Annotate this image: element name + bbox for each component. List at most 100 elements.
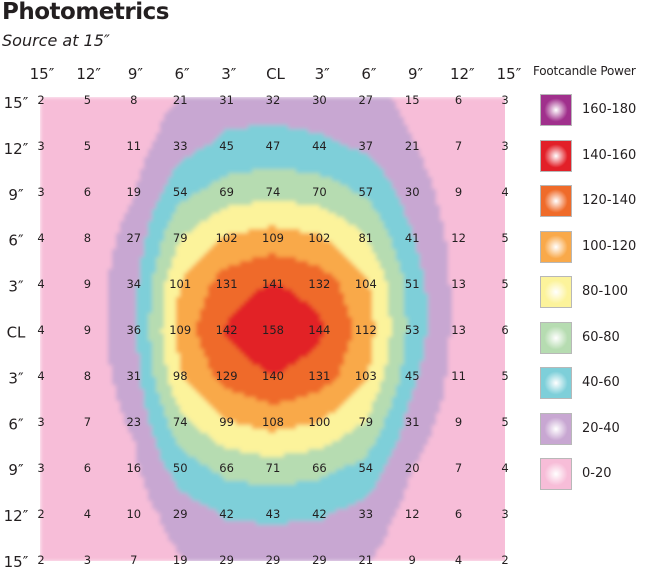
x-tick-label: CL xyxy=(266,65,285,83)
legend-item: 140-160 xyxy=(540,139,648,176)
cell-value: 29 xyxy=(173,507,188,521)
y-tick-label: 6″ xyxy=(8,415,24,433)
legend-item: 80-100 xyxy=(540,276,648,312)
y-tick-label: 12″ xyxy=(4,140,29,158)
cell-value: 4 xyxy=(37,369,44,383)
cell-value: 5 xyxy=(501,277,508,291)
cell-value: 71 xyxy=(266,461,281,475)
cell-value: 6 xyxy=(84,461,91,475)
y-tick-label: 15″ xyxy=(4,94,29,112)
cell-value: 7 xyxy=(130,553,137,567)
legend-item: 160-180 xyxy=(540,94,648,130)
chart-subtitle: Source at 15″ xyxy=(2,31,110,50)
legend-swatch xyxy=(540,94,572,126)
cell-value: 9 xyxy=(409,553,416,567)
legend-label: 0-20 xyxy=(582,466,612,481)
cell-value: 21 xyxy=(173,93,188,107)
cell-value: 12 xyxy=(405,507,420,521)
legend-title: Footcandle Power xyxy=(533,64,636,78)
legend-label: 160-180 xyxy=(582,102,637,117)
cell-value: 33 xyxy=(173,139,188,153)
cell-value: 51 xyxy=(405,277,420,291)
cell-value: 4 xyxy=(37,231,44,245)
cell-value: 98 xyxy=(173,369,188,383)
cell-value: 13 xyxy=(451,323,466,337)
y-tick-label: CL xyxy=(7,324,26,342)
legend-label: 20-40 xyxy=(582,420,620,436)
cell-value: 30 xyxy=(312,93,327,107)
x-tick-label: 6″ xyxy=(361,65,377,83)
cell-value: 112 xyxy=(355,323,377,337)
cell-value: 4 xyxy=(501,185,508,199)
cell-value: 9 xyxy=(455,185,462,199)
x-tick-label: 3″ xyxy=(221,65,237,83)
cell-value: 29 xyxy=(219,553,234,567)
legend-label: 140-160 xyxy=(582,147,637,163)
cell-value: 66 xyxy=(312,461,327,475)
cell-value: 2 xyxy=(37,553,44,567)
cell-value: 13 xyxy=(451,277,466,291)
x-tick-label: 12″ xyxy=(450,65,475,83)
cell-value: 69 xyxy=(219,185,234,199)
cell-value: 74 xyxy=(173,415,188,429)
legend-swatch xyxy=(540,321,572,354)
cell-value: 16 xyxy=(126,461,141,475)
legend-item: 100-120 xyxy=(540,230,648,267)
cell-value: 4 xyxy=(501,461,508,475)
cell-value: 12 xyxy=(451,231,466,245)
cell-value: 30 xyxy=(405,185,420,199)
cell-value: 20 xyxy=(405,461,420,475)
legend-label: 80-100 xyxy=(582,284,629,299)
cell-value: 144 xyxy=(308,323,330,337)
x-tick-label: 15″ xyxy=(30,65,55,83)
cell-value: 132 xyxy=(308,277,330,291)
y-tick-label: 3″ xyxy=(8,369,24,387)
x-tick-label: 15″ xyxy=(497,65,522,83)
chart-title: Photometrics xyxy=(2,0,169,25)
legend-label: 40-60 xyxy=(582,375,620,390)
cell-value: 23 xyxy=(126,415,141,429)
y-tick-label: 15″ xyxy=(4,553,29,570)
x-tick-label: 9″ xyxy=(128,65,144,83)
cell-value: 131 xyxy=(216,277,238,291)
cell-value: 66 xyxy=(219,461,234,475)
cell-value: 2 xyxy=(501,553,508,567)
cell-value: 27 xyxy=(358,93,373,107)
cell-value: 2 xyxy=(37,507,44,521)
cell-value: 45 xyxy=(219,139,234,153)
cell-value: 11 xyxy=(451,369,466,383)
contour-field xyxy=(40,97,505,561)
cell-value: 34 xyxy=(126,277,141,291)
cell-value: 158 xyxy=(262,323,284,337)
cell-value: 15 xyxy=(405,93,420,107)
cell-value: 6 xyxy=(455,507,462,521)
x-tick-label: 9″ xyxy=(408,65,424,83)
cell-value: 102 xyxy=(308,231,330,245)
cell-value: 19 xyxy=(173,553,188,567)
cell-value: 31 xyxy=(126,369,141,383)
cell-value: 21 xyxy=(405,139,420,153)
cell-value: 42 xyxy=(219,507,234,521)
cell-value: 100 xyxy=(308,415,330,429)
cell-value: 10 xyxy=(126,507,141,521)
cell-value: 29 xyxy=(312,553,327,567)
cell-value: 3 xyxy=(501,93,508,107)
cell-value: 140 xyxy=(262,369,284,383)
legend-swatch xyxy=(540,367,572,399)
legend-item: 60-80 xyxy=(540,321,648,358)
cell-value: 37 xyxy=(358,139,373,153)
cell-value: 109 xyxy=(262,231,284,245)
cell-value: 9 xyxy=(84,323,91,337)
cell-value: 3 xyxy=(37,415,44,429)
legend-swatch xyxy=(540,276,572,308)
cell-value: 81 xyxy=(358,231,373,245)
cell-value: 5 xyxy=(84,139,91,153)
cell-value: 31 xyxy=(405,415,420,429)
cell-value: 9 xyxy=(84,277,91,291)
cell-value: 54 xyxy=(358,461,373,475)
legend-swatch xyxy=(540,185,572,217)
legend-item: 20-40 xyxy=(540,412,648,449)
legend-item: 40-60 xyxy=(540,367,648,403)
cell-value: 5 xyxy=(501,369,508,383)
